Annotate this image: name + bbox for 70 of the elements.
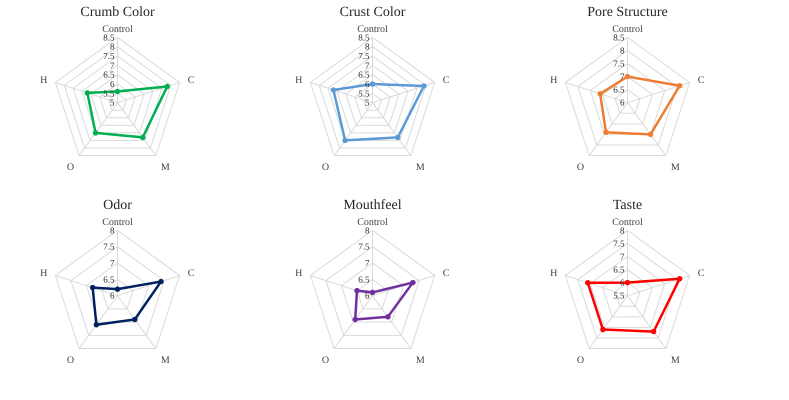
y-tick-label: 5.5: [358, 88, 370, 98]
y-tick-label: 6.5: [613, 84, 625, 95]
spoke-label: H: [550, 74, 558, 86]
y-tick-label: 8.5: [358, 32, 370, 42]
spoke-label: H: [40, 268, 48, 279]
y-tick-label: 6: [110, 79, 115, 90]
chart-title: Crumb Color: [80, 5, 155, 20]
y-tick-label: 6.5: [103, 274, 115, 284]
spoke-label: O: [322, 355, 330, 366]
y-tick-label: 7: [110, 258, 115, 268]
y-tick-label: 6.5: [613, 264, 625, 275]
y-tick-label: 8: [110, 42, 115, 52]
y-tick-label: 8.5: [103, 32, 115, 42]
y-tick-label: 7: [110, 60, 115, 70]
y-tick-label: 8: [620, 225, 625, 236]
y-tick-label: 5: [110, 98, 115, 108]
spoke-label: Control: [357, 216, 388, 228]
y-tick-label: 6.5: [358, 70, 370, 80]
spoke-label: Control: [357, 24, 388, 35]
spoke-label: Control: [102, 24, 133, 35]
spoke-label: O: [322, 162, 330, 174]
spoke-label: M: [160, 355, 170, 366]
spoke-label: M: [670, 355, 680, 366]
y-tick-label: 7: [365, 258, 370, 268]
spoke-label: O: [66, 355, 74, 366]
chart-title: Odor: [103, 198, 132, 213]
spoke-label: H: [295, 74, 302, 86]
y-tick-label: 8.5: [613, 32, 625, 42]
chart-title: Taste: [612, 198, 642, 213]
y-tick-label: 7.5: [613, 238, 625, 248]
y-tick-label: 7: [620, 251, 625, 262]
y-tick-label: 8: [365, 42, 370, 52]
spoke-label: H: [550, 268, 558, 279]
spoke-label: O: [576, 162, 584, 174]
spoke-label: O: [66, 162, 74, 174]
y-tick-label: 7: [365, 60, 370, 70]
y-tick-label: 6.5: [103, 70, 115, 80]
chart-title: Crust Color: [340, 5, 406, 20]
spoke-label: Control: [102, 216, 133, 228]
spoke-label: M: [670, 162, 680, 174]
spoke-label: C: [442, 74, 450, 86]
y-tick-label: 7.5: [358, 242, 370, 252]
spoke-label: Control: [612, 216, 643, 228]
spoke-label: O: [576, 355, 584, 366]
spoke-label: H: [40, 74, 48, 86]
y-tick-label: 6.5: [358, 274, 370, 284]
y-tick-label: 7.5: [103, 242, 115, 252]
y-tick-label: 7.5: [613, 58, 625, 68]
y-tick-label: 7.5: [358, 51, 370, 62]
chart-title: Mouthfeel: [343, 198, 402, 213]
spoke-label: M: [160, 162, 170, 174]
spoke-label: H: [295, 268, 302, 279]
spoke-label: M: [416, 162, 425, 174]
chart-title: Pore Structure: [587, 5, 668, 20]
y-tick-label: 5.5: [613, 290, 625, 301]
spoke-label: M: [416, 355, 425, 366]
y-tick-label: 7.5: [103, 51, 115, 62]
y-tick-label: 5: [365, 98, 370, 108]
spoke-label: C: [698, 268, 705, 279]
y-tick-label: 6: [620, 98, 625, 108]
y-tick-label: 8: [620, 45, 625, 56]
y-tick-label: 6: [110, 290, 115, 301]
y-tick-label: 6: [365, 290, 370, 301]
spoke-label: C: [698, 74, 705, 86]
y-tick-label: 8: [365, 225, 370, 236]
spoke-label: C: [188, 74, 195, 86]
spoke-label: Control: [612, 24, 643, 35]
spoke-label: C: [442, 268, 450, 279]
y-tick-label: 8: [110, 225, 115, 236]
spoke-label: C: [188, 268, 195, 279]
